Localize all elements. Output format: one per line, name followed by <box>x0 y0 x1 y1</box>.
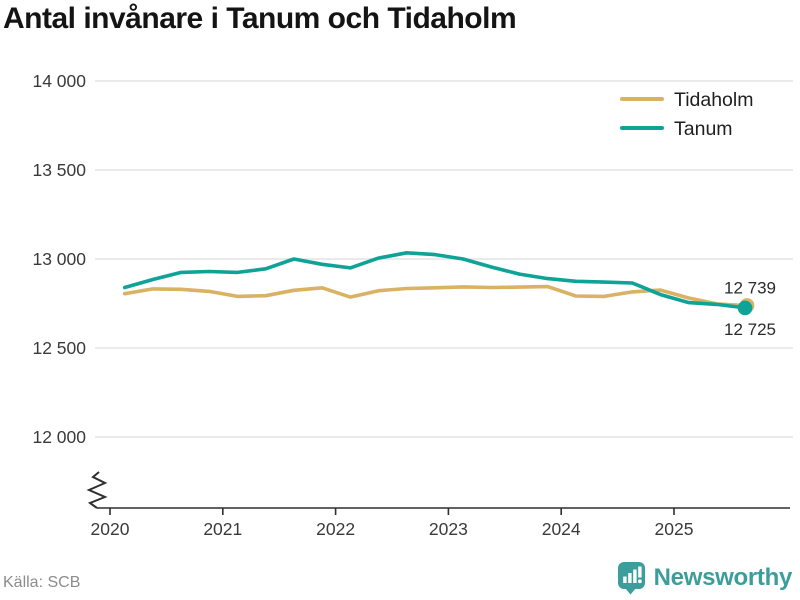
y-axis-tick-label: 12 500 <box>32 338 86 358</box>
y-axis-tick-label: 14 000 <box>32 71 86 91</box>
series-line-tanum <box>122 251 747 310</box>
end-value-label-tanum: 12 725 <box>724 320 776 339</box>
y-axis-tick-label: 13 500 <box>32 160 86 180</box>
legend-label-tidaholm: Tidaholm <box>674 89 753 111</box>
end-value-label-tidaholm: 12 739 <box>724 278 776 297</box>
y-axis-tick-label: 12 000 <box>32 427 86 447</box>
chart-title: Antal invånare i Tanum och Tidaholm <box>3 2 517 35</box>
axis-break-squiggle-icon <box>86 471 108 509</box>
newsworthy-speech-bubble-chart-icon <box>617 562 645 595</box>
newsworthy-logo: Newsworthy <box>617 561 792 595</box>
x-axis-tick-label: 2020 <box>91 519 130 539</box>
x-axis-tick-label: 2024 <box>542 519 581 539</box>
series-line-tidaholm <box>122 284 747 308</box>
legend-label-tanum: Tanum <box>674 118 733 140</box>
x-axis-tick-label: 2022 <box>316 519 355 539</box>
source-label: Källa: SCB <box>3 574 81 591</box>
brand-name: Newsworthy <box>653 564 793 591</box>
x-axis-tick-label: 2023 <box>429 519 468 539</box>
x-axis-tick-label: 2021 <box>203 519 242 539</box>
x-axis-tick-label: 2025 <box>655 519 694 539</box>
y-axis-tick-label: 13 000 <box>32 249 86 269</box>
end-dot-tanum <box>737 300 753 316</box>
population-line-chart: 14 000 13 500 13 000 12 500 12 000 12 739 12 7… <box>32 71 793 539</box>
